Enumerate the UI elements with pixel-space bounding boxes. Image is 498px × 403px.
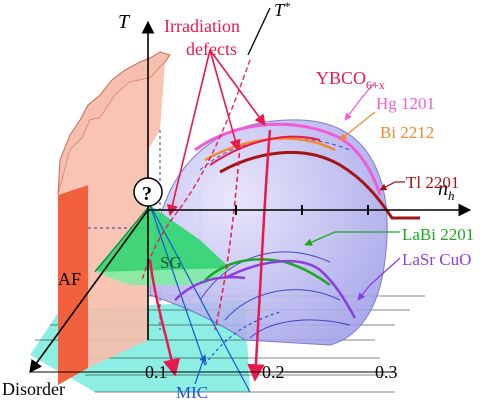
temperature-axis-label: T — [118, 11, 131, 33]
tl-curve — [219, 150, 420, 220]
irradiation-label-line1: Irradiation — [164, 16, 240, 36]
lasr-label: LaSr CuO — [402, 250, 471, 269]
af-region-side — [58, 185, 88, 385]
sg-region-lower — [95, 268, 230, 285]
irradiation-lines — [148, 129, 272, 382]
pseudogap-line — [141, 59, 251, 281]
af-region-face — [58, 62, 165, 368]
doping-axis-ticks — [235, 205, 369, 215]
irradiation-label-line2: defects — [186, 39, 237, 59]
question-circle — [133, 177, 163, 207]
af-label: AF — [58, 269, 81, 289]
sg-label: SG — [160, 253, 182, 272]
tick-label-0-2: 0.2 — [262, 362, 285, 382]
labi-label: LaBi 2201 — [402, 225, 474, 244]
pseudogap-axis — [247, 7, 271, 56]
bi-label: Bi 2212 — [380, 123, 434, 142]
mic-arrow — [194, 354, 207, 385]
question-label: ? — [142, 183, 152, 205]
pseudogap-axis-label: T* — [274, 0, 290, 20]
lasr-curve2 — [224, 259, 357, 319]
lasr-curve — [174, 276, 246, 301]
tick-label-0-3: 0.3 — [375, 362, 398, 382]
sg-boundary — [94, 204, 151, 273]
ybco-label: YBCO6+x — [316, 68, 385, 92]
doping-axis-label: nh — [438, 178, 455, 203]
tl-arrow — [379, 181, 405, 191]
hg-curve — [194, 122, 382, 196]
hg-arrow — [344, 81, 376, 121]
mic-boundary — [149, 204, 281, 393]
tick-label-0-1: 0.1 — [145, 362, 168, 382]
disorder-axis-label: Disorder — [2, 379, 65, 399]
superconducting-dome — [149, 119, 388, 346]
irradiation-callouts — [166, 49, 266, 217]
disorder-axis — [29, 209, 149, 374]
lasr-arrow — [357, 257, 401, 301]
hg-label: Hg 1201 — [376, 94, 435, 113]
labi-arrow — [304, 231, 400, 246]
tl-label: Tl 2201 — [406, 173, 459, 192]
sg-region — [95, 205, 230, 272]
mic-label: MIC — [176, 383, 208, 402]
bi-arrow — [339, 111, 376, 141]
